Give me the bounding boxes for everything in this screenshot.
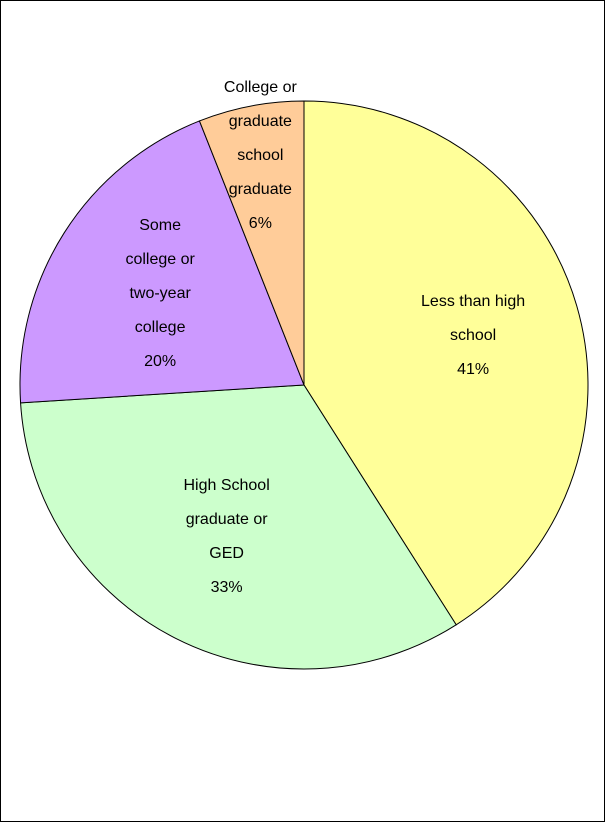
slice-label: High School graduate or GED 33%: [179, 469, 274, 605]
value-label: 33%: [210, 578, 243, 596]
value-label: 20%: [144, 352, 177, 370]
pie-slice: [19, 120, 305, 404]
category-label: High School graduate or GED: [183, 476, 270, 562]
value-label: 41%: [457, 360, 490, 378]
value-label: 6%: [248, 215, 272, 233]
slice-label: Less than high school 41%: [418, 285, 528, 387]
category-label: Some college or two-year college: [125, 216, 195, 336]
category-label: Less than high school: [421, 292, 526, 344]
category-label: College or graduate school graduate: [223, 79, 297, 199]
pie-slice: [303, 100, 589, 626]
pie-slice: [198, 100, 305, 386]
slice-label: College or graduate school graduate 6%: [212, 71, 308, 241]
slice-label: Some college or two-year college 20%: [116, 209, 204, 379]
pie-slice: [20, 384, 457, 670]
